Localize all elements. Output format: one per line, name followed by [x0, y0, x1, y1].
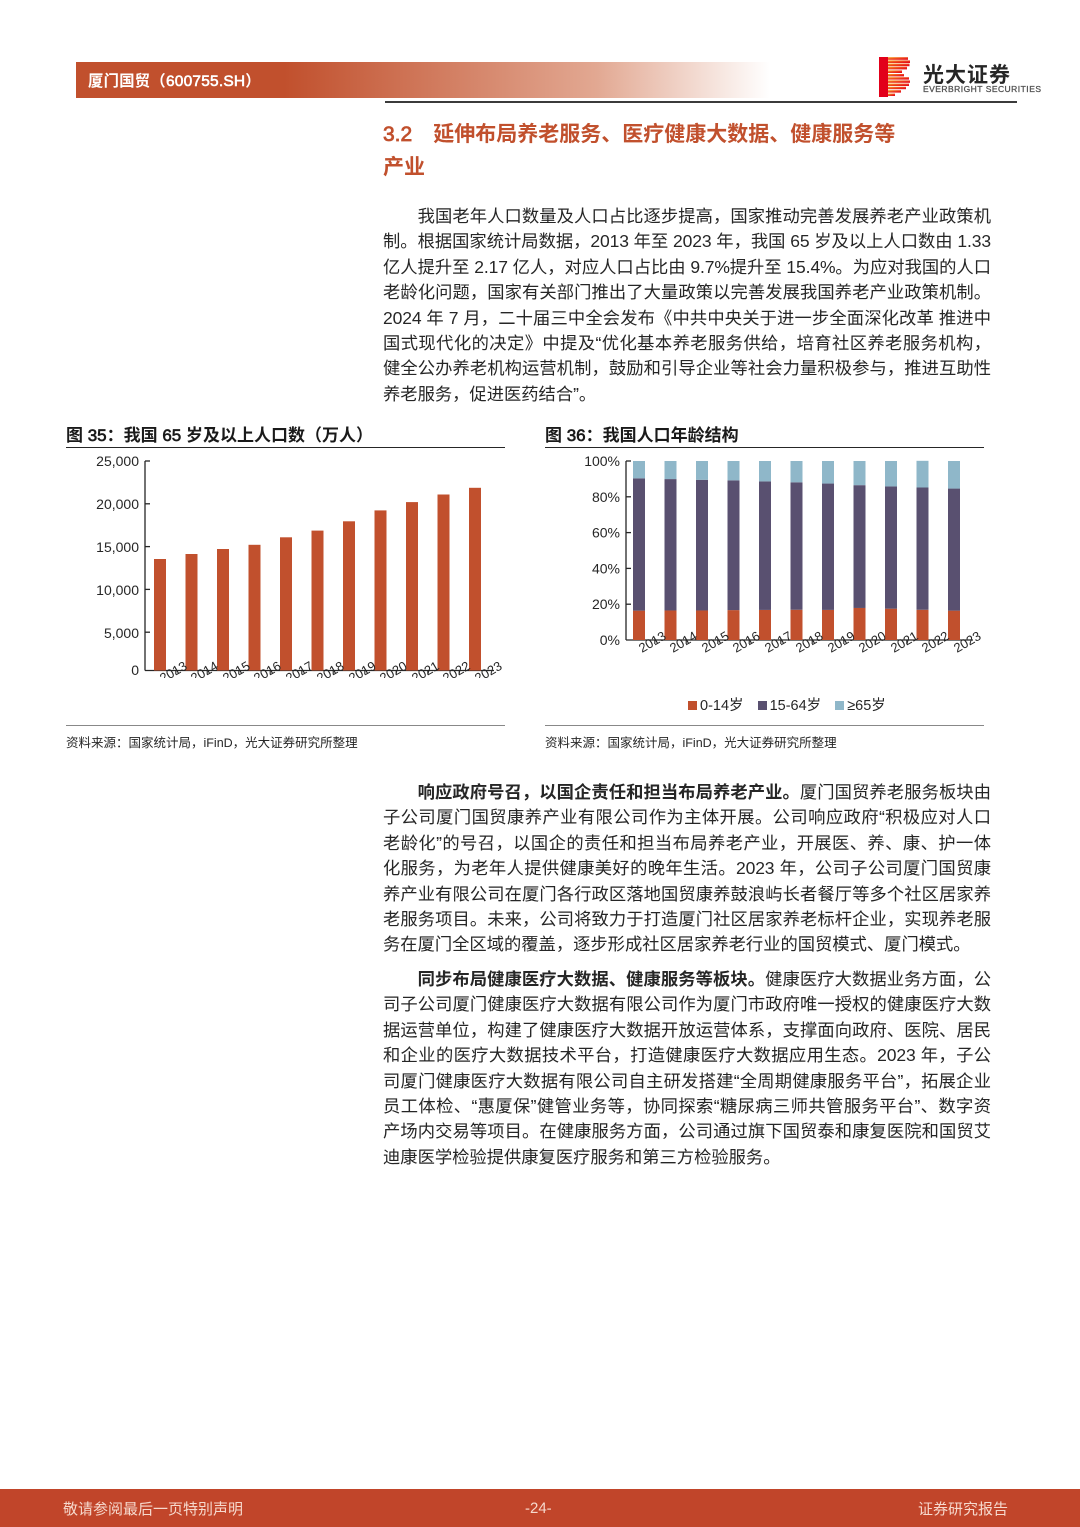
svg-text:40%: 40%	[592, 560, 620, 576]
svg-text:25,000: 25,000	[96, 455, 139, 469]
svg-text:20%: 20%	[592, 596, 620, 612]
svg-text:100%: 100%	[584, 455, 620, 469]
svg-text:0%: 0%	[600, 632, 620, 648]
svg-text:20,000: 20,000	[96, 496, 139, 512]
svg-text:15,000: 15,000	[96, 539, 139, 555]
svg-text:5,000: 5,000	[104, 625, 139, 641]
svg-text:80%: 80%	[592, 489, 620, 505]
svg-text:60%: 60%	[592, 525, 620, 541]
svg-text:10,000: 10,000	[96, 582, 139, 598]
svg-text:0: 0	[131, 662, 139, 678]
